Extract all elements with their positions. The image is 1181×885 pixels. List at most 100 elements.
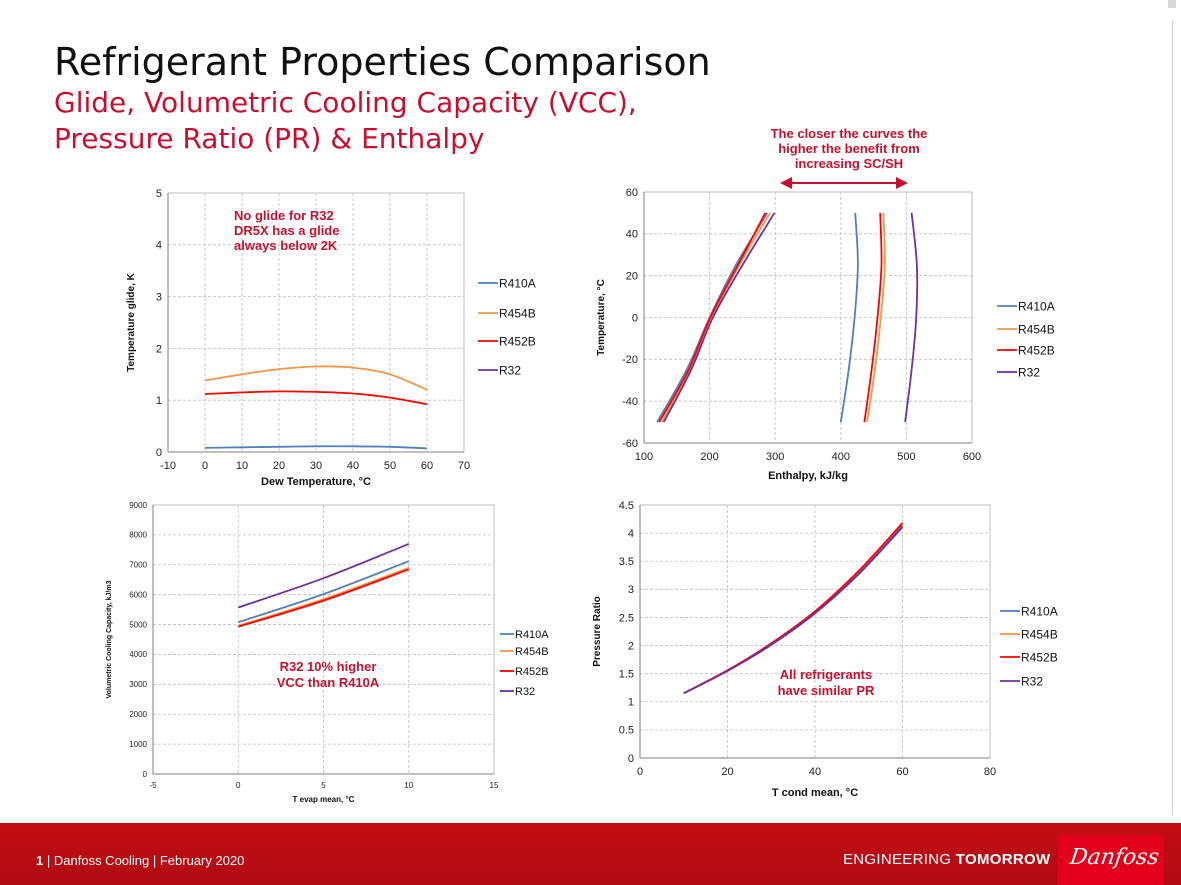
slide-corner-marker: [1168, 0, 1176, 8]
pressure-ratio-legend-label-r410a: R410A: [1021, 604, 1058, 618]
glide-x-tick-label: 10: [236, 460, 248, 472]
enthalpy-annotation-line: increasing SC/SH: [795, 156, 903, 171]
vcc-y-axis-title: Volumetric Cooling Capacity, kJ/m3: [106, 580, 113, 698]
pressure-ratio-y-tick-label: 0: [628, 753, 634, 765]
pressure-ratio-x-tick-label: 20: [721, 766, 733, 778]
vcc-series-r454b: [238, 566, 410, 627]
footer-page-number: 1: [36, 853, 44, 868]
enthalpy-series-r410a: [839, 212, 859, 423]
enthalpy-series-r452b: [658, 212, 767, 423]
slide-edge-line: [1172, 20, 1173, 815]
enthalpy-y-tick-label: -60: [622, 438, 638, 450]
pressure-ratio-x-tick-label: 0: [637, 766, 643, 778]
vcc-x-tick-label: 15: [490, 781, 499, 790]
glide-annotation-line: No glide for R32: [234, 208, 334, 223]
danfoss-logo-text: Danfoss: [1068, 845, 1161, 870]
vcc-y-tick-label: 9000: [129, 501, 147, 510]
enthalpy-legend-label-r410a: R410A: [1018, 299, 1055, 313]
enthalpy-legend-label-r32: R32: [1018, 365, 1040, 379]
glide-y-tick-label: 3: [156, 291, 162, 303]
glide-series-r452b: [204, 390, 428, 406]
vcc-series-r452b: [238, 568, 410, 628]
pressure-ratio-annotation-line: All refrigerants: [780, 667, 872, 682]
vcc-y-tick-label: 5000: [129, 620, 147, 629]
enthalpy-legend-label-r454b: R454B: [1018, 322, 1055, 336]
vcc-annotation-line: R32 10% higher: [280, 659, 377, 674]
footer-bar: 1 | Danfoss Cooling | February 2020 ENGI…: [0, 823, 1181, 885]
enthalpy-y-tick-label: 0: [632, 312, 638, 324]
pressure-ratio-series-r32: [683, 525, 904, 695]
enthalpy-x-tick-label: 200: [700, 451, 718, 463]
footer-tagline-light: ENGINEERING: [843, 851, 952, 868]
pressure-ratio-y-tick-label: 2: [628, 640, 634, 652]
vcc-y-tick-label: 0: [143, 770, 148, 779]
pressure-ratio-legend-label-r454b: R454B: [1021, 627, 1058, 641]
enthalpy-y-axis-title: Temperature, °C: [596, 279, 607, 356]
glide-annotation-line: always below 2K: [234, 238, 338, 253]
glide-series-r454b: [204, 365, 428, 391]
glide-x-tick-label: 70: [458, 460, 470, 472]
enthalpy-arrow-head-left: [780, 177, 792, 189]
glide-x-tick-label: 30: [310, 460, 322, 472]
pressure-ratio-y-tick-label: 1: [628, 697, 634, 709]
vcc-x-axis-title: T evap mean, °C: [293, 795, 355, 804]
glide-legend-label-r452b: R452B: [499, 334, 536, 348]
pressure-ratio-annotation-line: have similar PR: [778, 683, 875, 698]
vcc-annotation-line: VCC than R410A: [277, 675, 380, 690]
vcc-series-r410a: [238, 560, 410, 624]
glide-y-tick-label: 2: [156, 343, 162, 355]
slide-subtitle-line-1: Glide, Volumetric Cooling Capacity (VCC)…: [54, 86, 637, 119]
vcc-series-r32: [238, 543, 410, 609]
enthalpy-y-tick-label: 20: [626, 271, 638, 283]
enthalpy-x-tick-label: 600: [963, 451, 981, 463]
glide-legend-label-r454b: R454B: [499, 306, 536, 320]
pressure-ratio-y-tick-label: 3.5: [619, 556, 634, 568]
pressure-ratio-y-tick-label: 3: [628, 584, 634, 596]
glide-y-tick-label: 5: [156, 188, 162, 200]
enthalpy-x-tick-label: 500: [897, 451, 915, 463]
glide-x-tick-label: 40: [347, 460, 359, 472]
vcc-y-tick-label: 7000: [129, 561, 147, 570]
enthalpy-x-axis-title: Enthalpy, kJ/kg: [768, 470, 848, 482]
vcc-legend-label-r410a: R410A: [515, 629, 549, 641]
pressure-ratio-y-tick-label: 2.5: [619, 612, 634, 624]
enthalpy-y-tick-label: -40: [622, 396, 638, 408]
enthalpy-annotation-line: The closer the curves the: [771, 126, 928, 141]
footer-text: Danfoss Cooling | February 2020: [53, 853, 245, 868]
enthalpy-legend-label-r452b: R452B: [1018, 343, 1055, 357]
vcc-y-tick-label: 8000: [129, 531, 147, 540]
footer-info: 1 | Danfoss Cooling | February 2020: [36, 853, 244, 868]
danfoss-logo: Danfoss: [1058, 835, 1164, 885]
glide-x-tick-label: 60: [421, 460, 433, 472]
enthalpy-y-tick-label: -20: [622, 354, 638, 366]
glide-x-axis-title: Dew Temperature, °C: [261, 476, 371, 488]
enthalpy-y-tick-label: 40: [626, 229, 638, 241]
enthalpy-x-tick-label: 400: [832, 451, 850, 463]
vcc-x-tick-label: 5: [321, 781, 326, 790]
glide-legend-label-r410a: R410A: [499, 276, 536, 290]
vcc-y-tick-label: 6000: [129, 590, 147, 599]
enthalpy-x-tick-label: 300: [766, 451, 784, 463]
vcc-legend-label-r454b: R454B: [515, 646, 549, 658]
vcc-x-tick-label: 10: [404, 781, 413, 790]
vcc-y-tick-label: 3000: [129, 680, 147, 689]
glide-y-tick-label: 0: [156, 447, 162, 459]
enthalpy-series-r454b: [866, 212, 886, 423]
pressure-ratio-y-tick-label: 4.5: [619, 500, 634, 512]
glide-annotation-line: DR5X has a glide: [234, 223, 339, 238]
vcc-x-tick-label: -5: [149, 781, 157, 790]
glide-y-tick-label: 4: [156, 240, 162, 252]
vcc-legend-label-r32: R32: [515, 686, 535, 698]
pressure-ratio-y-axis-title: Pressure Ratio: [592, 596, 603, 667]
glide-y-tick-label: 1: [156, 395, 162, 407]
glide-y-axis-title: Temperature glide, K: [126, 272, 137, 372]
glide-legend-label-r32: R32: [499, 363, 521, 377]
pressure-ratio-legend-label-r32: R32: [1021, 674, 1043, 688]
glide-series-r410a: [204, 445, 428, 450]
pressure-ratio-x-tick-label: 80: [984, 766, 996, 778]
pressure-ratio-x-axis-title: T cond mean, °C: [772, 787, 858, 799]
enthalpy-series-r452b: [863, 212, 883, 423]
enthalpy-series-r32: [662, 212, 776, 423]
vcc-x-tick-label: 0: [236, 781, 241, 790]
